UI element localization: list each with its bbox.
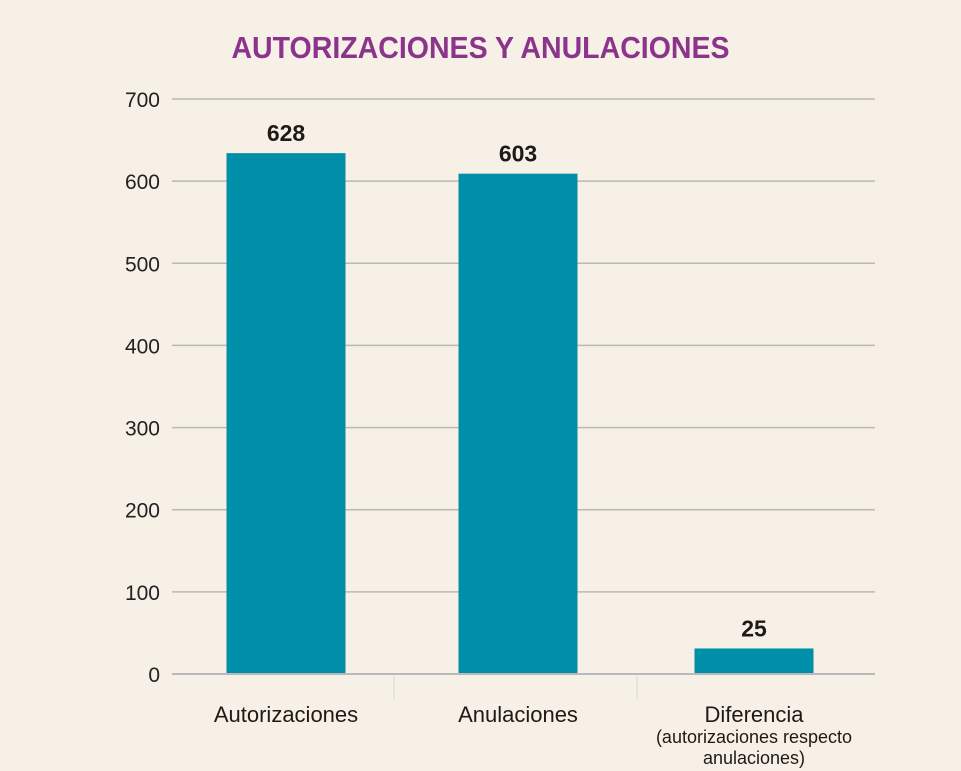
data-label: 603 bbox=[499, 141, 537, 167]
y-tick-label: 500 bbox=[125, 253, 160, 276]
data-label: 628 bbox=[267, 120, 306, 146]
x-tick-label: Autorizaciones bbox=[214, 702, 358, 727]
y-tick-label: 300 bbox=[125, 418, 160, 441]
y-tick-label: 700 bbox=[125, 89, 160, 112]
x-tick-label: Diferencia bbox=[704, 702, 804, 727]
y-tick-label: 400 bbox=[125, 335, 160, 358]
bar bbox=[226, 153, 346, 675]
bar bbox=[458, 173, 578, 674]
data-label: 25 bbox=[741, 615, 767, 641]
y-tick-label: 200 bbox=[125, 500, 160, 523]
y-tick-label: 0 bbox=[148, 664, 160, 687]
x-tick-sublabel: (autorizaciones respecto bbox=[656, 727, 852, 747]
x-tick-label: Anulaciones bbox=[458, 702, 578, 727]
y-tick-label: 100 bbox=[125, 582, 160, 605]
x-tick-sublabel: anulaciones) bbox=[703, 748, 805, 768]
bar bbox=[694, 648, 814, 674]
chart-title: AUTORIZACIONES Y ANULACIONES bbox=[231, 30, 730, 65]
y-tick-label: 600 bbox=[125, 171, 160, 194]
